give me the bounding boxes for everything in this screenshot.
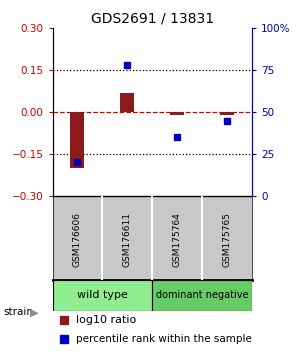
Text: strain: strain <box>3 307 33 317</box>
Bar <box>220 112 234 115</box>
Text: GSM175764: GSM175764 <box>173 212 182 267</box>
Bar <box>120 93 134 112</box>
Text: ▶: ▶ <box>30 307 39 317</box>
Bar <box>52 280 152 311</box>
Text: log10 ratio: log10 ratio <box>76 315 137 325</box>
Title: GDS2691 / 13831: GDS2691 / 13831 <box>91 12 214 26</box>
Text: wild type: wild type <box>77 291 128 301</box>
Text: dominant negative: dominant negative <box>156 291 248 301</box>
Bar <box>70 112 84 168</box>
Bar <box>152 280 252 311</box>
Text: GSM175765: GSM175765 <box>223 212 232 267</box>
Text: percentile rank within the sample: percentile rank within the sample <box>76 335 252 344</box>
Text: GSM176606: GSM176606 <box>73 212 82 267</box>
Text: GSM176611: GSM176611 <box>123 212 132 267</box>
Bar <box>170 112 184 115</box>
